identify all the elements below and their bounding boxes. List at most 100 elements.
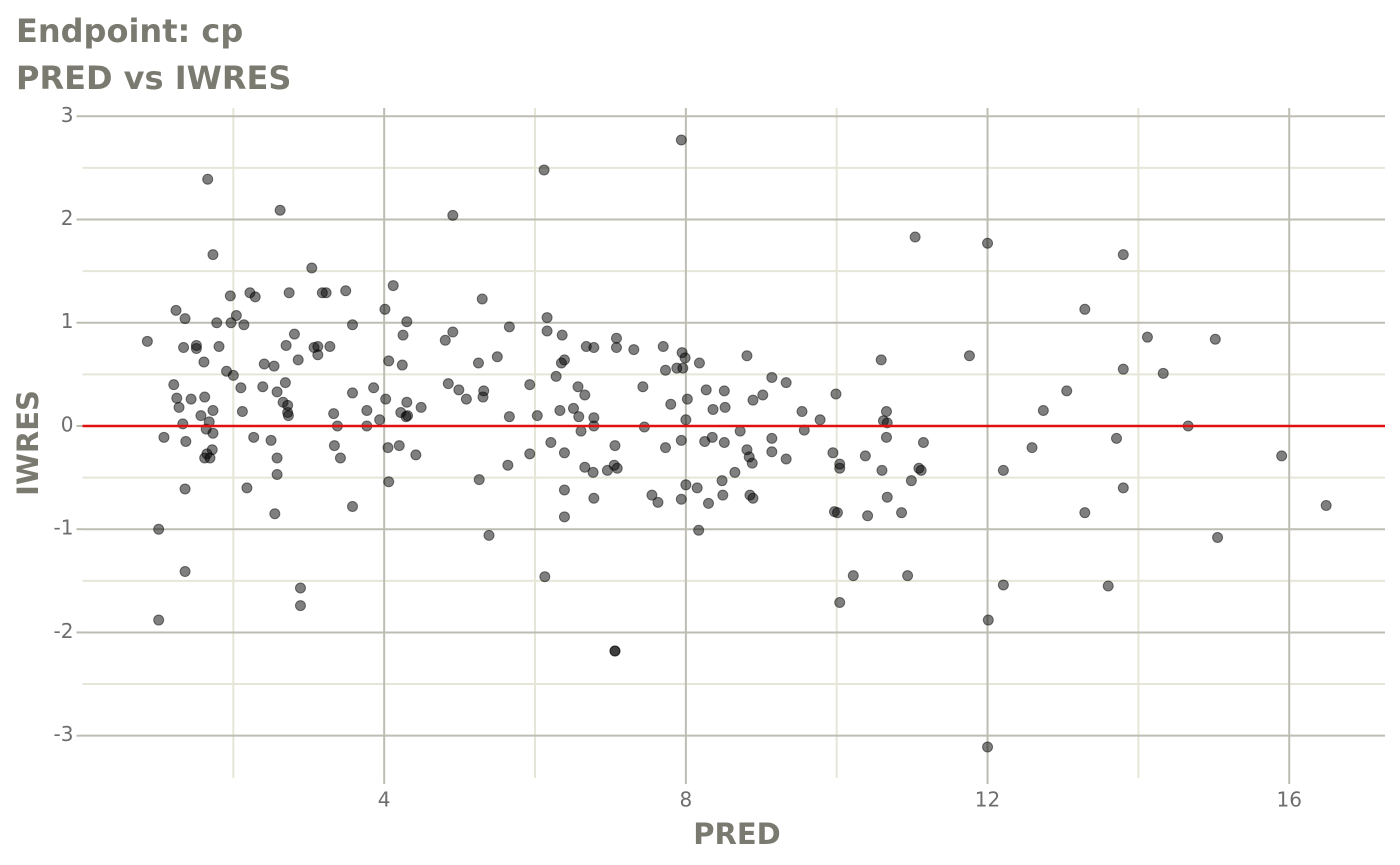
point [1026, 442, 1038, 454]
point [447, 209, 459, 221]
point [558, 511, 570, 523]
point [306, 262, 318, 274]
point [1276, 450, 1288, 462]
chart-subtitle: PRED vs IWRES [16, 59, 291, 97]
point [241, 482, 253, 494]
point [831, 507, 843, 519]
point [258, 358, 270, 370]
point [847, 570, 859, 582]
point [280, 339, 292, 351]
y-axis-label: IWRES [11, 390, 45, 496]
point [531, 410, 543, 422]
point [199, 391, 211, 403]
point [312, 349, 324, 361]
point [368, 382, 380, 394]
point [747, 394, 759, 406]
point [324, 340, 336, 352]
point [659, 442, 671, 454]
point [460, 393, 472, 405]
point [677, 362, 689, 374]
point [195, 410, 207, 422]
point [680, 479, 692, 491]
point [693, 357, 705, 369]
point [347, 387, 359, 399]
point [982, 237, 994, 249]
point [491, 351, 503, 363]
point [503, 411, 515, 423]
point [652, 496, 664, 508]
point [541, 312, 553, 324]
point [503, 321, 515, 333]
point [393, 440, 405, 452]
y-tick-label: -3 [54, 722, 74, 746]
y-tick-label: 3 [61, 103, 74, 127]
point [1061, 385, 1073, 397]
point [207, 249, 219, 261]
point [1320, 499, 1332, 511]
point [282, 410, 294, 422]
point [442, 378, 454, 390]
point [814, 414, 826, 426]
point [483, 529, 495, 541]
point [207, 427, 219, 439]
point [294, 582, 306, 594]
point [1209, 333, 1221, 345]
point [153, 614, 165, 626]
point [834, 596, 846, 608]
point [729, 466, 741, 478]
point [211, 317, 223, 329]
point [830, 388, 842, 400]
point [718, 385, 730, 397]
y-tick-label: 0 [61, 412, 74, 436]
point [1141, 331, 1153, 343]
point [558, 484, 570, 496]
point [292, 354, 304, 366]
point [610, 342, 622, 354]
point [153, 523, 165, 535]
point [541, 325, 553, 337]
y-tick-label: -1 [54, 516, 74, 540]
x-tick-label: 12 [975, 788, 1000, 812]
point [915, 464, 927, 476]
point [274, 204, 286, 216]
point [796, 406, 808, 418]
x-tick-label: 8 [679, 788, 692, 812]
point [213, 340, 225, 352]
point [611, 462, 623, 474]
point [680, 414, 692, 426]
point [379, 303, 391, 315]
chart-title: Endpoint: cp [16, 12, 243, 50]
point [588, 342, 600, 354]
point [230, 310, 242, 322]
point [397, 329, 409, 341]
point [185, 393, 197, 405]
point [766, 446, 778, 458]
y-tick-label: -2 [54, 619, 74, 643]
point [268, 360, 280, 372]
point [207, 404, 219, 416]
point [1117, 363, 1129, 375]
y-tick-label: 2 [61, 206, 74, 230]
point [717, 489, 729, 501]
point [168, 379, 180, 391]
point [747, 492, 759, 504]
x-tick-label: 4 [378, 788, 391, 812]
point [206, 444, 218, 456]
point [545, 436, 557, 448]
point [706, 431, 718, 443]
point [746, 457, 758, 469]
point [179, 566, 191, 578]
point [476, 293, 488, 305]
point [575, 425, 587, 437]
point [963, 350, 975, 362]
x-tick-label: 16 [1276, 788, 1301, 812]
point [380, 393, 392, 405]
point [538, 164, 550, 176]
point [171, 392, 183, 404]
point [1079, 303, 1091, 315]
point [401, 396, 413, 408]
point [681, 393, 693, 405]
x-axis-label: PRED [693, 817, 780, 851]
point [757, 389, 769, 401]
